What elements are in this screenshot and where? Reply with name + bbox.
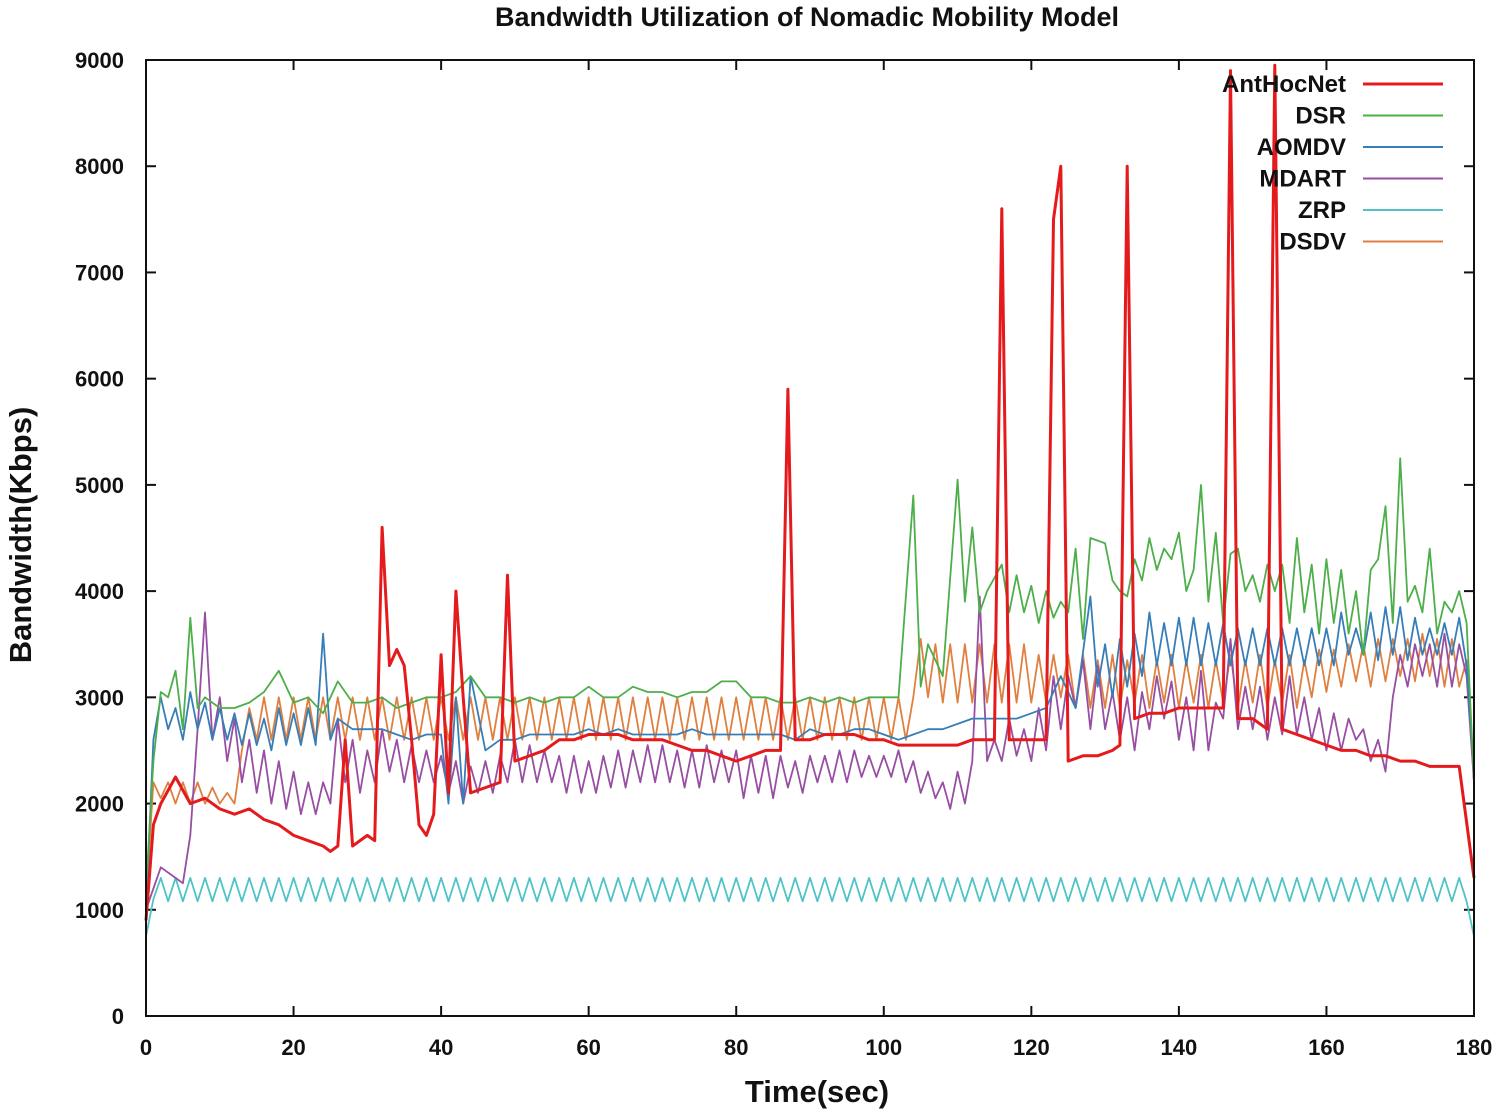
x-tick-label: 40 (429, 1035, 453, 1060)
x-tick-label: 80 (724, 1035, 748, 1060)
y-tick-label: 0 (112, 1004, 124, 1029)
x-tick-label: 60 (576, 1035, 600, 1060)
y-tick-label: 1000 (75, 898, 124, 923)
legend-label: MDART (1259, 166, 1346, 193)
legend-label: DSDV (1279, 229, 1346, 256)
x-tick-label: 100 (865, 1035, 902, 1060)
legend-label: AntHocNet (1222, 71, 1346, 98)
legend-label: ZRP (1298, 197, 1346, 224)
y-tick-label: 4000 (75, 579, 124, 604)
x-tick-label: 160 (1308, 1035, 1345, 1060)
y-tick-label: 5000 (75, 473, 124, 498)
series-line-aomdv (145, 595, 1475, 910)
y-tick-label: 9000 (75, 48, 124, 73)
series-line-dsr (145, 457, 1475, 889)
y-tick-label: 3000 (75, 685, 124, 710)
y-axis-ticks: 0 1000 2000 3000 4000 5000 6000 7000 8000 9000 (75, 48, 1474, 1029)
y-axis-label: Bandwidth(Kbps) (3, 407, 38, 664)
series-line-mdart (145, 595, 1475, 911)
x-tick-label: 0 (140, 1035, 152, 1060)
x-tick-label: 140 (1161, 1035, 1198, 1060)
legend-label: DSR (1295, 103, 1346, 130)
x-tick-label: 120 (1013, 1035, 1050, 1060)
x-axis-label: Time(sec) (745, 1074, 889, 1109)
y-tick-label: 2000 (75, 792, 124, 817)
y-tick-label: 6000 (75, 367, 124, 392)
x-tick-label: 20 (281, 1035, 305, 1060)
legend-label: AOMDV (1257, 134, 1346, 161)
x-axis-ticks: 0 20 40 60 80 100 120 140 160 180 (140, 60, 1492, 1060)
y-tick-label: 8000 (75, 154, 124, 179)
y-tick-label: 7000 (75, 260, 124, 285)
plot-frame (145, 59, 1475, 1017)
legend: AntHocNet DSR AOMDV MDART ZRP DSDV (1222, 71, 1443, 256)
series-line-anthocnet (144, 63, 1476, 921)
x-tick-label: 180 (1456, 1035, 1493, 1060)
series-layer (144, 63, 1476, 937)
chart-title: Bandwidth Utilization of Nomadic Mobilit… (495, 2, 1119, 32)
series-line-zrp (145, 877, 1475, 937)
